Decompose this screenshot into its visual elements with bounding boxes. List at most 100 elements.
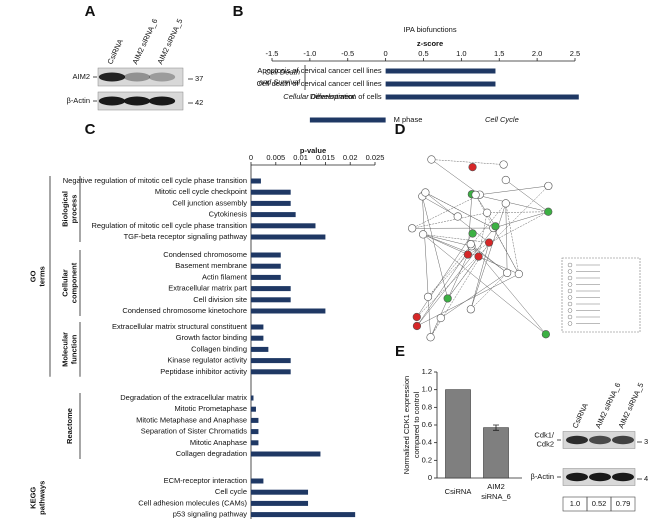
blot-band xyxy=(123,96,151,106)
network-node xyxy=(501,199,510,208)
network-edge xyxy=(423,234,490,243)
network-node xyxy=(408,224,417,233)
network-edge xyxy=(478,212,488,257)
legend-symbol xyxy=(567,282,573,287)
group-label: Cellularcomponent xyxy=(60,262,78,303)
legend-symbol xyxy=(567,269,573,274)
legend-symbol xyxy=(567,301,573,307)
panel-label: A xyxy=(85,3,96,20)
marker-label: 37 xyxy=(195,74,203,83)
network-node xyxy=(541,330,550,339)
x-axis-title: p-value xyxy=(300,146,326,155)
network-edge xyxy=(487,211,549,214)
network-edge xyxy=(475,194,520,275)
network-node xyxy=(484,238,494,247)
network-node xyxy=(412,321,422,331)
category-label: Peptidase inhibitor activity xyxy=(160,367,247,376)
bar xyxy=(309,117,386,123)
bar xyxy=(251,512,356,518)
quant-value: 0.52 xyxy=(592,499,607,508)
network-node xyxy=(491,222,500,231)
bar xyxy=(251,297,291,303)
bar xyxy=(251,369,291,375)
network-node xyxy=(436,313,445,323)
x-tick-label: 0.5 xyxy=(418,49,428,58)
bar xyxy=(251,489,309,495)
row-label: Cdk1/Cdk2 xyxy=(534,430,555,448)
x-tick-label: 1.0 xyxy=(456,49,466,58)
bar xyxy=(251,263,281,269)
network-edge xyxy=(447,256,479,299)
y-tick-label: 0.8 xyxy=(422,402,432,411)
network-edge xyxy=(416,246,472,327)
network-edge xyxy=(505,203,508,273)
bar xyxy=(251,308,326,314)
row-label: β-Actin xyxy=(67,96,91,105)
category-label: Extracellular matrix part xyxy=(168,284,248,293)
bar xyxy=(251,200,291,206)
network-node xyxy=(474,252,483,261)
category-label: Cell death of cervical cancer cell lines xyxy=(257,79,382,88)
category-label: Collagen degradation xyxy=(176,449,247,458)
bar xyxy=(445,389,471,479)
network-edge xyxy=(470,242,490,310)
network-edge xyxy=(422,196,458,217)
x-tick-label: -0.5 xyxy=(341,49,354,58)
network-edge xyxy=(493,211,549,229)
category-label: Cell cycle xyxy=(215,487,247,496)
network-edge xyxy=(479,185,549,195)
legend-symbol xyxy=(567,288,573,294)
network-edge xyxy=(470,203,507,310)
y-tick-label: 1.0 xyxy=(422,385,432,394)
network-edge xyxy=(431,159,480,195)
network-node xyxy=(501,175,510,185)
blot-band xyxy=(98,96,126,106)
network-edge xyxy=(422,196,431,338)
network-node xyxy=(421,188,430,197)
blot-band xyxy=(566,472,588,482)
bar xyxy=(251,286,291,292)
blot-strip xyxy=(97,67,184,87)
bar xyxy=(251,440,259,446)
network-edge xyxy=(412,194,480,229)
marker-label: 42 xyxy=(195,98,203,107)
category-label: ECM-receptor interaction xyxy=(164,476,247,485)
network-node xyxy=(468,229,477,238)
bar xyxy=(251,417,259,423)
network-node xyxy=(466,305,475,314)
network-legend xyxy=(561,257,641,333)
x-axis-title: z-score xyxy=(417,39,443,48)
network-edge xyxy=(505,179,549,212)
blot-band xyxy=(123,72,151,82)
network-node xyxy=(443,294,452,303)
x-tick-label: 0.025 xyxy=(366,153,385,162)
blot-band xyxy=(589,435,611,445)
x-tick-label: 0 xyxy=(249,153,253,162)
x-tick-label: -1.0 xyxy=(303,49,316,58)
y-tick-label: 0.6 xyxy=(422,420,432,429)
network-edge xyxy=(478,256,519,275)
group-label: Molecularfunction xyxy=(60,332,78,367)
network-edge xyxy=(416,185,549,318)
network-edge xyxy=(471,246,508,274)
category-label: Mitotic Metaphase and Anaphase xyxy=(136,415,247,424)
category-label: Separation of Sister Chromatids xyxy=(141,427,248,436)
legend-symbol xyxy=(567,321,573,326)
bar xyxy=(251,451,321,457)
network-edge xyxy=(425,192,494,229)
row-label: β-Actin xyxy=(531,472,555,481)
y-tick-label: 0 xyxy=(428,473,432,482)
x-tick-label: 2.0 xyxy=(532,49,542,58)
bar xyxy=(385,94,579,100)
row-label: AIM2 xyxy=(72,72,90,81)
network-node xyxy=(466,240,475,249)
category-label: M phase xyxy=(394,115,423,124)
network-edge xyxy=(416,233,473,318)
category-label: Cell adhesion molecules (CAMs) xyxy=(138,498,247,507)
network-node xyxy=(468,163,477,172)
error-bar xyxy=(493,424,499,431)
blot-band xyxy=(612,435,634,445)
network-edge xyxy=(427,203,506,297)
